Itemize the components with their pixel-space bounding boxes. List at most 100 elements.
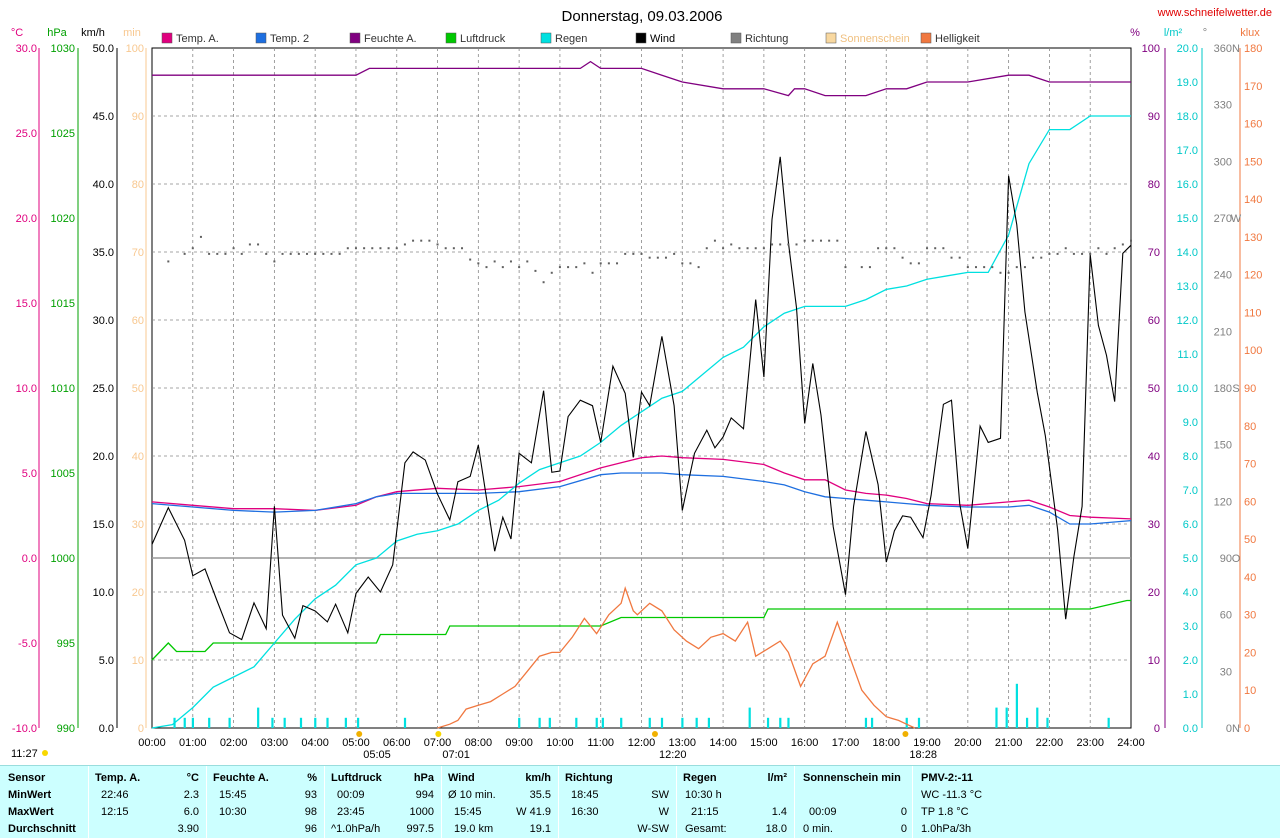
direction-point <box>1064 247 1067 250</box>
summary-time: 15:45 <box>219 789 247 801</box>
direction-point <box>819 239 822 242</box>
x-tick: 02:00 <box>220 737 248 749</box>
pressure-axis-tick: 1015 <box>51 298 75 310</box>
direction-point <box>477 262 480 265</box>
direction-point <box>322 252 325 255</box>
rain-bar <box>314 717 317 728</box>
rain-axis-tick: 7.0 <box>1183 485 1198 497</box>
rain-bar <box>208 717 211 728</box>
sunshine-axis-tick: 90 <box>132 111 144 123</box>
x-tick: 10:00 <box>546 737 574 749</box>
rain-bar <box>905 717 908 728</box>
legend-swatch <box>920 32 932 44</box>
direction-point <box>640 252 643 255</box>
direction-point <box>216 252 219 255</box>
compass-label: O <box>1232 553 1241 565</box>
direction-point <box>885 247 888 250</box>
direction-point <box>771 243 774 246</box>
summary-time: 00:09 <box>337 789 365 801</box>
x-tick: 12:00 <box>628 737 656 749</box>
summary-value: 2.3 <box>183 789 199 801</box>
humidity-axis-tick: 60 <box>1148 315 1160 327</box>
axes: -10.0 -5.0 0.0 5.0 10.0 15.0 20.0 25.0 30.0 °C 990… <box>11 27 1263 749</box>
rain-bar <box>1025 717 1029 728</box>
sunshine-axis-tick: 100 <box>126 43 144 55</box>
x-tick: 14:00 <box>709 737 737 749</box>
humidity-axis-tick: 50 <box>1148 383 1160 395</box>
direction-point <box>673 252 676 255</box>
direction-point <box>754 247 757 250</box>
rain-bar <box>995 707 998 728</box>
summary-col-sunshine: Sonnenschein min 00:09 0 0 min. 0 <box>794 766 913 838</box>
summary-trend: ^1.0hPa/h <box>331 823 381 835</box>
pressure-axis-tick: 995 <box>57 638 75 650</box>
summary-header: PMV-2:-11 <box>921 772 973 784</box>
humidity-axis-unit: % <box>1130 27 1140 39</box>
sunshine-axis-unit: min <box>123 27 141 39</box>
direction-axis-tick: 330 <box>1214 100 1232 112</box>
direction-axis-tick: 150 <box>1214 440 1232 452</box>
humidity-axis-tick: 20 <box>1148 587 1160 599</box>
pressure-axis-unit: hPa <box>47 27 67 39</box>
x-tick: 19:00 <box>913 737 941 749</box>
direction-point <box>558 266 561 269</box>
summary-total-label: Gesamt: <box>685 823 727 835</box>
x-tick: 08:00 <box>465 737 493 749</box>
row-label-avg: Durchschnitt <box>8 823 76 835</box>
direction-point <box>762 247 765 250</box>
legend-swatch <box>635 32 647 44</box>
rain-bar <box>326 717 329 728</box>
brightness-axis-unit: klux <box>1240 27 1260 39</box>
direction-point <box>403 243 406 246</box>
summary-value: 98 <box>304 806 317 818</box>
wind-axis-tick: 15.0 <box>93 519 114 531</box>
rain-bar <box>356 717 360 728</box>
direction-point <box>860 266 863 269</box>
wind-axis-unit: km/h <box>81 27 105 39</box>
website-link[interactable]: www.schneifelwetter.de <box>1157 7 1272 19</box>
direction-point <box>697 266 700 269</box>
brightness-axis-tick: 110 <box>1244 307 1262 319</box>
summary-time: 21:15 <box>691 806 719 818</box>
sun-marker-icon <box>902 731 909 737</box>
summary-header: Feuchte A. <box>213 772 269 784</box>
rain-axis-tick: 18.0 <box>1177 111 1198 123</box>
direction-point <box>730 243 733 246</box>
summary-table: Sensor MinWert MaxWert Durchschnitt Temp… <box>0 765 1280 838</box>
chart-title: Donnerstag, 09.03.2006 <box>562 8 723 25</box>
temp-axis-tick: 30.0 <box>16 43 37 55</box>
temp-axis-unit: °C <box>11 27 23 39</box>
x-tick: 05:00 <box>342 737 370 749</box>
direction-point <box>648 256 651 259</box>
direction-point <box>1089 252 1092 255</box>
direction-point <box>542 281 545 284</box>
direction-point <box>232 247 235 250</box>
direction-point <box>461 247 464 250</box>
summary-duration: 10:30 h <box>685 789 722 801</box>
summary-value: 1.4 <box>771 806 787 818</box>
rain-axis-tick: 11.0 <box>1177 349 1198 361</box>
brightness-axis-tick: 180 <box>1244 43 1262 55</box>
compass-label: N <box>1232 43 1240 55</box>
brightness-axis-tick: 20 <box>1244 647 1256 659</box>
summary-header: Luftdruck <box>331 772 382 784</box>
humidity-axis-tick: 10 <box>1148 655 1160 667</box>
rain-axis-tick: 3.0 <box>1183 621 1198 633</box>
brightness-axis-tick: 50 <box>1244 534 1256 546</box>
summary-time: 16:30 <box>571 806 599 818</box>
rain-axis-tick: 4.0 <box>1183 587 1198 599</box>
brightness-axis-tick: 160 <box>1244 119 1262 131</box>
rain-bar <box>766 717 770 728</box>
direction-point <box>681 262 684 265</box>
direction-point <box>1121 243 1124 246</box>
series-temp-2 <box>151 472 1132 525</box>
direction-point <box>314 252 317 255</box>
sunshine-axis-tick: 30 <box>132 519 144 531</box>
direction-point <box>330 252 333 255</box>
direction-point <box>893 247 896 250</box>
x-tick: 06:00 <box>383 737 411 749</box>
direction-point <box>501 266 504 269</box>
direction-point <box>1113 247 1116 250</box>
x-tick: 24:00 <box>1117 737 1145 749</box>
legend-label: Helligkeit <box>935 33 980 45</box>
